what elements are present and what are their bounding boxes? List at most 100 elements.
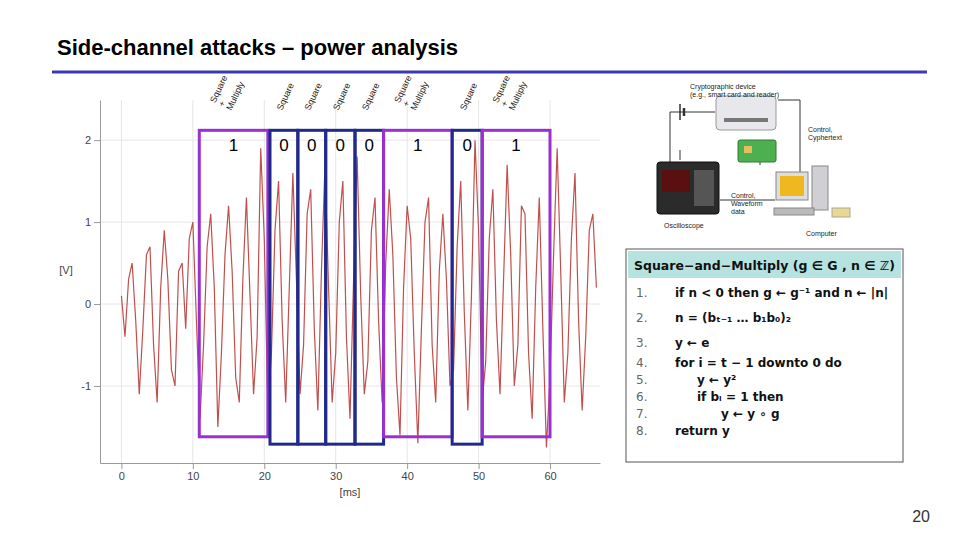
wire [800,100,801,175]
operation-label-text: Square [458,81,479,112]
operation-box [199,130,268,436]
tick-mark [336,463,337,469]
algorithm-box: Square−and−Multiply (g ∈ G , n ∈ ℤ)1.if … [626,249,903,462]
operation-label: Square [275,81,296,112]
control-label: Waveform [731,200,763,207]
tick: 1 [85,216,100,228]
slide: Side-channel attacks – power analysis200… [0,0,960,540]
tick-mark [264,463,265,469]
control-label: Control, [731,192,756,199]
algorithm-header-bg [628,251,901,278]
algorithm-frame [626,249,903,462]
operation-box [326,130,355,444]
tick-label: -1 [81,380,91,392]
operation-label-text: Square+Multiply [208,72,246,112]
tick: 60 [544,463,556,482]
wire [680,150,681,160]
tick-label: 20 [259,470,271,482]
computer-pad [832,208,850,217]
computer-label: Computer [806,230,837,238]
tick-label: 30 [330,470,342,482]
grid-line-x [478,100,479,463]
tick: 0 [119,463,125,482]
computer-tower [812,166,828,210]
tick: 0 [85,298,100,310]
algorithm-line: y ← y ∘ g [721,407,780,421]
operation-label-text: Square [303,81,324,112]
grid-line-y [100,304,600,305]
operation-label: Square+Multiply [392,72,430,112]
tick-mark [479,463,480,469]
page-number: 20 [912,508,930,525]
operation-box [384,130,453,436]
bit-label: 0 [462,136,471,155]
tick-label: 40 [402,470,414,482]
tick-mark [193,463,194,469]
algorithm-line: if bᵢ = 1 then [697,390,784,404]
oscilloscope-panel [694,170,714,206]
bit-label: 0 [365,136,374,155]
operation-label-line: Multiply [507,80,529,112]
tick-label: 0 [119,470,125,482]
operation-box [482,130,550,436]
tick: 10 [187,463,199,482]
operation-label-line: Square [331,81,352,112]
tick-mark [407,463,408,469]
bit-label: 1 [229,136,238,155]
bit-label: 0 [336,136,345,155]
algorithm-line-number: 5. [636,373,647,387]
grid-line-x [192,100,193,463]
operation-label-text: Square [331,81,352,112]
grid [100,100,600,463]
operation-label: Square [331,81,352,112]
algorithm-line-number: 2. [636,311,647,325]
tick-label: 0 [85,298,91,310]
operation-label: Square [458,81,479,112]
card-reader [716,96,776,130]
algorithm-line-number: 6. [636,390,647,404]
bit-label: 1 [413,136,422,155]
oscilloscope [657,162,719,214]
operation-box [452,130,482,444]
operation-label: Square+Multiply [491,72,529,112]
x-axis-title: [ms] [340,486,361,498]
tick: 2 [85,134,100,146]
operation-box [270,130,298,444]
computer-monitor [776,172,808,200]
algorithm-header: Square−and−Multiply (g ∈ G , n ∈ ℤ) [634,258,895,273]
y-axis-title: [V] [59,264,72,276]
operation-label-line: Multiply [409,80,431,112]
algorithm-line-number: 7. [636,407,647,421]
device-label: Cryptographic device [690,83,756,91]
algorithm-line-number: 4. [636,356,647,370]
annotation-texts: 1 Square+Multiply 0 Square 0 Square 0 Square 0 Sq… [208,72,529,155]
control-label: Cyphertext [808,134,842,142]
operation-label-text: Square+Multiply [392,72,430,112]
operation-label: Square [303,81,324,112]
operation-label-line: Square [360,81,381,112]
wire [670,112,715,113]
operation-box [298,130,326,444]
grid-line-x [121,100,122,463]
operation-label-line: Square [275,81,296,112]
tick-label: 50 [473,470,485,482]
tick: 30 [330,463,342,482]
operation-label-text: Square [275,81,296,112]
wire [778,100,800,101]
algorithm-line: if n < 0 then g ← g⁻¹ and n ← |n| [675,286,888,300]
tick: 20 [259,463,271,482]
computer-keyboard [774,208,814,215]
operation-label: Square [360,81,381,112]
oscilloscope-screen [662,170,690,192]
tick-mark [121,463,122,469]
algorithm-line-number: 3. [636,336,647,350]
bit-label: 0 [279,136,288,155]
operation-label-line: Square [303,81,324,112]
device-label: (e.g., smart card and reader) [690,91,779,99]
operation-label-text: Square+Multiply [491,72,529,112]
tick-mark [94,222,100,223]
setup-diagram: Cryptographic device(e.g., smart card an… [657,83,850,238]
operation-box [355,130,384,444]
bit-label: 0 [307,136,316,155]
axis-line [101,463,601,464]
